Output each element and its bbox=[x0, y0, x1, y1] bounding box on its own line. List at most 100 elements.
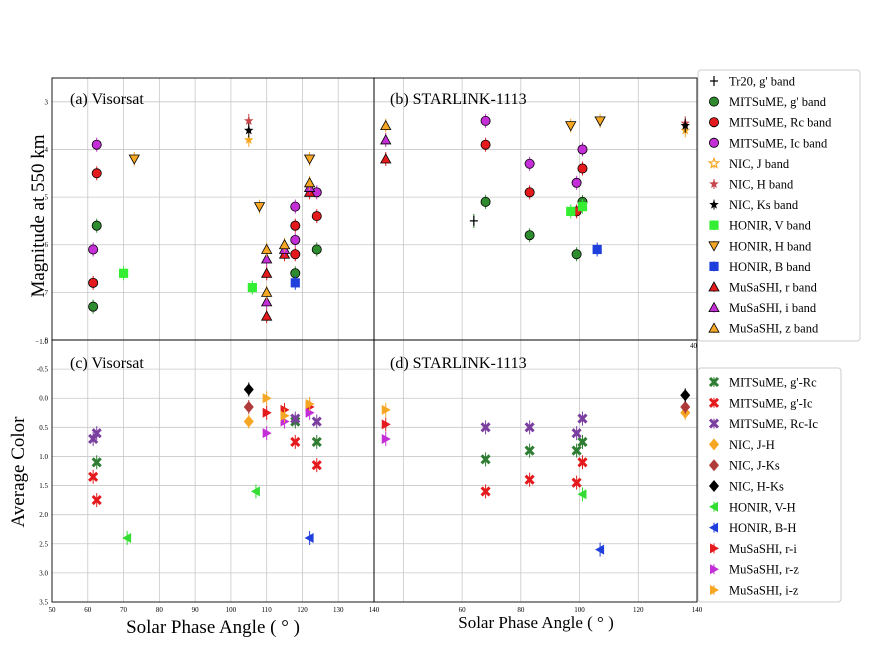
data-point bbox=[91, 457, 102, 468]
data-point bbox=[480, 422, 491, 433]
data-point bbox=[524, 422, 535, 433]
panel-frame bbox=[373, 77, 698, 341]
data-point bbox=[244, 125, 254, 135]
legend-marker bbox=[709, 137, 720, 148]
legend-marker bbox=[710, 76, 718, 86]
legend-top: Tr20, g' band MITSuME, g' band MITSuME, Rc… bbox=[707, 75, 832, 336]
y-tick-label: 7 bbox=[45, 289, 49, 297]
data-point bbox=[262, 407, 272, 418]
y-tick-label: -0.5 bbox=[37, 366, 49, 374]
data-point bbox=[290, 201, 301, 212]
data-point bbox=[311, 460, 322, 471]
legend-label: HONIR, V-H bbox=[729, 500, 796, 514]
data-point bbox=[290, 234, 301, 245]
legend-label: HONIR, B-H bbox=[729, 521, 796, 535]
data-point bbox=[680, 120, 690, 130]
data-point bbox=[565, 121, 577, 132]
data-point bbox=[571, 445, 582, 456]
legend-label: MITSuME, Rc-Ic bbox=[729, 417, 818, 431]
y-tick-label: 8 bbox=[45, 337, 49, 345]
legend-label: MuSaSHI, r-i bbox=[729, 542, 797, 556]
y-tick-label: 1.0 bbox=[39, 453, 48, 461]
legend-marker bbox=[708, 397, 720, 408]
data-point bbox=[577, 144, 588, 155]
stray-tick-left: −1.0 bbox=[35, 338, 48, 346]
data-point bbox=[91, 495, 102, 506]
legend-label: MuSaSHI, i-z bbox=[729, 584, 799, 598]
legend-label: NIC, Ks band bbox=[729, 198, 799, 212]
data-point bbox=[571, 477, 582, 488]
x-tick-label: 50 bbox=[49, 606, 57, 614]
y-tick-label: 5 bbox=[45, 194, 49, 202]
data-point bbox=[524, 445, 535, 456]
data-point bbox=[280, 410, 290, 421]
data-point bbox=[577, 489, 587, 500]
x-tick-label: 70 bbox=[120, 606, 128, 614]
legend-marker bbox=[710, 564, 719, 575]
x-tick-label: 60 bbox=[84, 606, 92, 614]
legend-marker bbox=[708, 241, 720, 252]
legend-bottom: MITSuME, g'-Rc MITSuME, g'-Ic MITSuME, Rc-… bbox=[708, 376, 818, 598]
data-point bbox=[88, 301, 99, 312]
grid-lines bbox=[52, 340, 374, 602]
data-point bbox=[247, 283, 257, 293]
legend-label: NIC, H band bbox=[729, 178, 794, 192]
data-point bbox=[680, 389, 691, 402]
y-tick-label: 1.5 bbox=[39, 482, 48, 490]
x-tick-label: 130 bbox=[333, 606, 344, 614]
data-point bbox=[260, 253, 273, 264]
panel-title: (c) Visorsat bbox=[70, 355, 144, 372]
data-point bbox=[253, 202, 266, 213]
x-tick-label: 140 bbox=[692, 606, 703, 614]
legend-marker bbox=[709, 261, 719, 271]
panel-title: (d) STARLINK-1113 bbox=[390, 355, 527, 372]
data-point bbox=[311, 244, 322, 255]
data-point bbox=[480, 486, 491, 497]
data-point bbox=[262, 393, 272, 404]
data-point bbox=[260, 267, 273, 278]
panel-frame bbox=[373, 339, 698, 603]
data-point bbox=[577, 413, 588, 424]
panel-a: 3 4 5 6 7 8 (a) Visorsat bbox=[45, 77, 375, 345]
data-point bbox=[311, 436, 322, 447]
legend-label: MuSaSHI, r-z bbox=[729, 563, 799, 577]
legend-label: Tr20, g' band bbox=[729, 75, 796, 89]
legend-marker bbox=[709, 438, 719, 451]
data-point bbox=[594, 116, 606, 127]
legend-bottom-frame bbox=[697, 367, 842, 603]
data-point bbox=[88, 471, 99, 482]
data-point bbox=[244, 115, 254, 125]
legend-marker bbox=[707, 156, 721, 169]
data-point bbox=[290, 278, 300, 288]
legend-marker bbox=[710, 585, 719, 595]
x-tick-label: 60 bbox=[459, 606, 467, 614]
data-point bbox=[305, 407, 315, 418]
data-point bbox=[595, 544, 605, 555]
data-point bbox=[303, 176, 316, 188]
data-point bbox=[91, 168, 102, 179]
legend-marker bbox=[709, 480, 719, 492]
panel-frame bbox=[51, 77, 375, 341]
data-point bbox=[305, 399, 315, 410]
legend-marker bbox=[709, 501, 718, 512]
data-point bbox=[480, 139, 491, 150]
panel-b: (b) STARLINK-1113 bbox=[373, 77, 698, 341]
data-point bbox=[480, 115, 491, 126]
legend-label: NIC, J band bbox=[729, 157, 790, 171]
legend-marker bbox=[709, 522, 718, 533]
legend-label: HONIR, V band bbox=[729, 219, 812, 233]
legend-label: NIC, H-Ks bbox=[729, 480, 784, 494]
panel-title: (a) Visorsat bbox=[70, 91, 144, 108]
data-point bbox=[88, 244, 99, 255]
top-y-axis-label: Magnitude at 550 km bbox=[28, 134, 49, 297]
grid-lines bbox=[374, 78, 697, 340]
data-point bbox=[243, 400, 254, 413]
data-point bbox=[250, 486, 260, 497]
data-point bbox=[122, 532, 132, 543]
data-point bbox=[566, 206, 576, 216]
y-tick-label: 0.5 bbox=[39, 424, 48, 432]
data-point bbox=[524, 474, 535, 485]
data-point bbox=[290, 436, 301, 447]
data-point bbox=[260, 296, 273, 307]
